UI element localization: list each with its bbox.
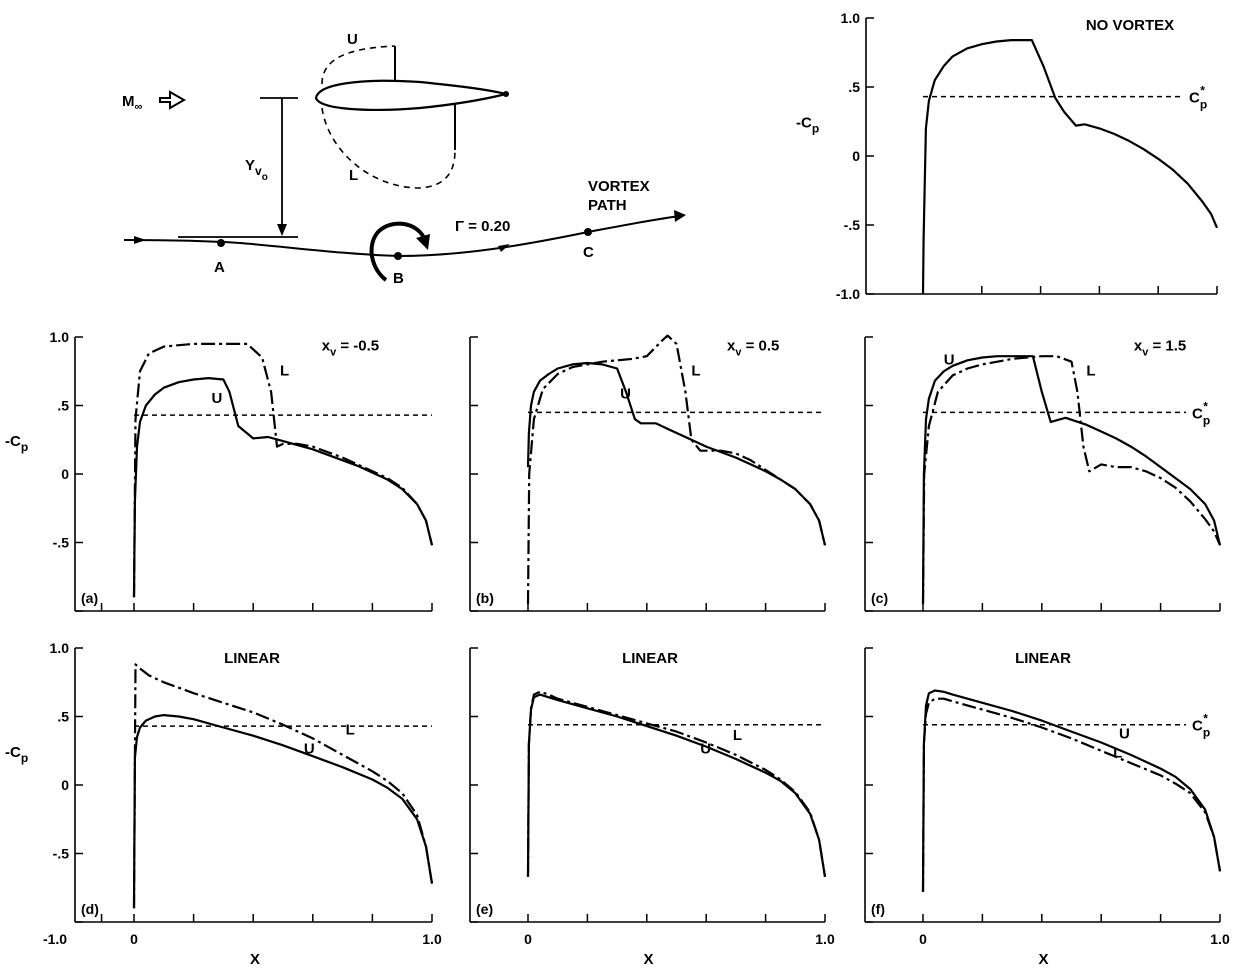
panel-title: LINEAR	[224, 650, 280, 667]
y-tick-label: -.5	[844, 217, 861, 233]
cp-star-label: Cp*	[1192, 712, 1210, 740]
x-tick-label: 1.0	[815, 931, 835, 947]
curve-label-upper: U	[1119, 725, 1130, 742]
curve-label-upper: U	[944, 351, 955, 368]
point-c-dot	[584, 228, 592, 236]
panel-label: (a)	[81, 590, 98, 606]
curve-label-lower: L	[1113, 745, 1122, 762]
panel-title: NO VORTEX	[1086, 17, 1174, 34]
y-tick-label: -1.0	[836, 286, 860, 302]
yvo-label: Yvo	[245, 157, 268, 183]
curve-label-lower: L	[1086, 362, 1095, 379]
panel-label: (d)	[81, 901, 99, 917]
mach-label: M∞	[122, 93, 143, 113]
series-line-u	[132, 714, 434, 909]
y-tick-label: 1.0	[50, 329, 70, 345]
y-tick-label: 1.0	[50, 640, 70, 656]
x-tick-label: 0	[919, 931, 927, 947]
curve-label-lower: L	[733, 727, 742, 744]
panels: 1.0 .5 0 -.5 -1.0 -Cp Cp* NO VORTEX 1.0 .5 0 -.5 -Cp…	[5, 10, 1230, 968]
x-tick-label: 1.0	[1210, 931, 1230, 947]
panel-no-vortex: 1.0 .5 0 -.5 -1.0 -Cp Cp* NO VORTEX	[796, 10, 1219, 302]
panel-label: (f)	[871, 901, 885, 917]
series-line-u	[921, 689, 1222, 892]
panel-label: (c)	[871, 590, 888, 606]
point-a-dot	[217, 239, 225, 247]
panel-d: 1.0 .5 0 -.5 0 1.0 X -1.0 -Cp LINEAR (d) U L	[5, 640, 442, 968]
freestream-arrow-icon	[159, 90, 187, 110]
series-line-u	[921, 355, 1222, 605]
x-axis-label: X	[643, 951, 653, 968]
y-tick-label: 0	[61, 777, 69, 793]
series-line-l	[132, 663, 434, 909]
series-line-l	[132, 342, 434, 598]
curve-label-lower: L	[280, 362, 289, 379]
point-c-label: C	[583, 244, 594, 261]
panel-title: LINEAR	[622, 650, 678, 667]
point-b-label: B	[393, 270, 404, 287]
panel-label: (b)	[476, 590, 494, 606]
vortex-schematic: M∞ U L Yvo A B C Γ = 0.20 VORTEX	[122, 31, 686, 287]
y-axis-label: -Cp	[5, 433, 28, 454]
circulation-arrow-icon	[369, 221, 427, 282]
panel-c: Cp* (c) xv = 1.5 U L	[864, 336, 1222, 612]
series-line-l	[921, 697, 1222, 892]
x-tick-label: 1.0	[422, 931, 442, 947]
y-tick-label: 0	[852, 148, 860, 164]
y-tick-label: -.5	[53, 846, 70, 862]
upper-label: U	[347, 31, 358, 48]
cp-star-label: Cp*	[1192, 399, 1210, 427]
curve-label-upper: U	[211, 390, 222, 407]
lower-cp-loop	[321, 107, 456, 189]
y-tick-label: -.5	[53, 535, 70, 551]
y-tick-label: 0	[61, 466, 69, 482]
series-line-l	[526, 334, 827, 605]
airfoil-shape	[314, 79, 507, 111]
y-tick-label: .5	[57, 398, 69, 414]
point-b-dot	[394, 252, 402, 260]
trailing-edge-dot	[503, 91, 509, 97]
x-tick-label: 0	[130, 931, 138, 947]
series-line-u	[526, 693, 827, 877]
series-line-u	[132, 377, 434, 598]
y-axis-label: -Cp	[5, 744, 28, 765]
x-axis-label: X	[250, 951, 260, 968]
y-tick-label: .5	[848, 79, 860, 95]
series-line-u	[526, 361, 827, 546]
x-tick-label: 0	[524, 931, 532, 947]
point-a-label: A	[214, 259, 225, 276]
series-line-cp	[921, 39, 1219, 295]
xv-annotation: xv = 0.5	[727, 338, 779, 359]
panel-e: 0 1.0 X LINEAR (e) U L	[469, 647, 835, 968]
curve-label-lower: L	[346, 721, 355, 738]
curve-label-lower: L	[691, 362, 700, 379]
panel-a: 1.0 .5 0 -.5 -Cp (a) xv = -0.5 U L	[5, 329, 434, 612]
curve-label-upper: U	[304, 740, 315, 757]
x-axis-label: X	[1038, 951, 1048, 968]
x-tick-label: -1.0	[43, 931, 67, 947]
lower-label: L	[349, 167, 358, 184]
panel-f: 0 1.0 X Cp* LINEAR (f) UL	[864, 647, 1230, 968]
y-tick-label: .5	[57, 709, 69, 725]
curve-label-upper: U	[700, 740, 711, 757]
gamma-label: Γ = 0.20	[455, 218, 510, 235]
series-line-l	[526, 690, 827, 877]
cp-star-label: Cp*	[1189, 84, 1207, 112]
panel-label: (e)	[476, 901, 493, 917]
series-line-l	[921, 355, 1222, 605]
vortex-path-label-2: PATH	[588, 197, 627, 214]
y-tick-label: 1.0	[841, 10, 861, 26]
curve-label-upper: U	[620, 386, 631, 403]
xv-annotation: xv = -0.5	[322, 338, 379, 359]
upper-cp-loop	[321, 45, 396, 85]
y-axis-label: -Cp	[796, 115, 819, 136]
panel-b: (b) xv = 0.5 U L	[469, 334, 827, 612]
panel-title: LINEAR	[1015, 650, 1071, 667]
xv-annotation: xv = 1.5	[1134, 338, 1186, 359]
vortex-path-label-1: VORTEX	[588, 178, 650, 195]
